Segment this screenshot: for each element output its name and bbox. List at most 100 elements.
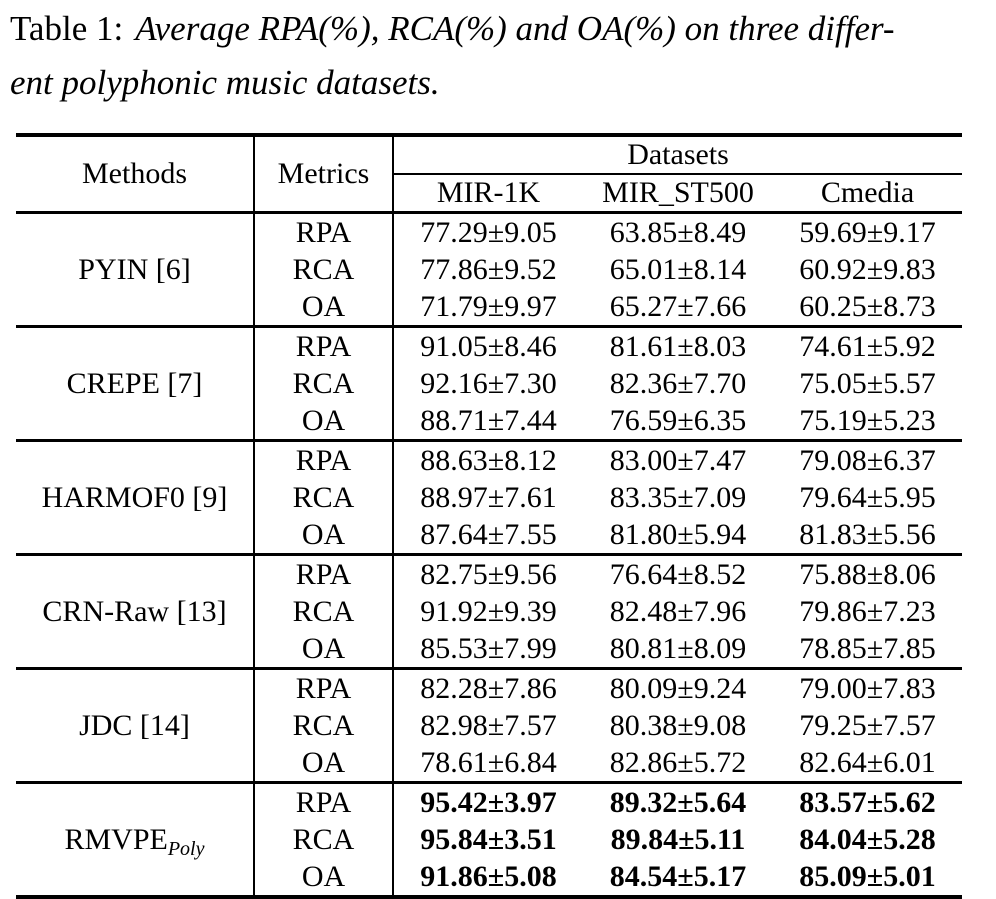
table-row: RMVPEPoly RPA 95.42±3.97 89.32±5.64 83.5… bbox=[16, 782, 962, 899]
value-cell: 81.61±8.03 bbox=[609, 329, 747, 363]
value-cell: 92.16±7.30 bbox=[420, 366, 557, 400]
value-cell: 82.36±7.70 bbox=[609, 366, 747, 400]
value-cell: 79.25±7.57 bbox=[799, 708, 936, 742]
value-cell: 80.38±9.08 bbox=[609, 708, 747, 742]
metric-label: RCA bbox=[254, 479, 394, 516]
method-crepe: CREPE [7] bbox=[16, 326, 255, 442]
metric-label: RCA bbox=[254, 251, 394, 288]
value-cell: 80.09±9.24 bbox=[609, 671, 747, 705]
value-cell: 85.09±5.01 bbox=[773, 858, 963, 899]
header-datasets: Datasets bbox=[393, 135, 963, 175]
value-cell: 78.61±6.84 bbox=[393, 744, 583, 784]
caption-label: Table 1: bbox=[10, 9, 124, 48]
value-cell: 77.86±9.52 bbox=[420, 252, 557, 286]
value-cell: 82.75±9.56 bbox=[420, 557, 557, 591]
value-cell: 88.97±7.61 bbox=[420, 480, 557, 514]
table-row: RCA 91.92±9.39 82.48±7.96 79.86±7.23 bbox=[16, 593, 962, 630]
method-pyin: PYIN [6] bbox=[16, 212, 255, 328]
metric-label: RCA bbox=[254, 707, 394, 744]
table-row: OA 85.53±7.99 80.81±8.09 78.85±7.85 bbox=[16, 630, 963, 670]
metric-label: RCA bbox=[254, 821, 394, 858]
table-caption: Table 1: Average RPA(%), RCA(%) and OA(%)… bbox=[10, 2, 992, 110]
table-row: CRN-Raw [13] RPA 82.75±9.56 76.64±8.52 7… bbox=[16, 554, 962, 670]
value-cell: 75.05±5.57 bbox=[799, 366, 936, 400]
header-dataset-mir-st500: MIR_ST500 bbox=[583, 174, 773, 214]
metric-label: OA bbox=[254, 516, 394, 556]
metric-label: RPA bbox=[254, 326, 394, 365]
value-cell: 79.86±7.23 bbox=[799, 594, 936, 628]
value-cell: 82.64±6.01 bbox=[773, 744, 963, 784]
value-cell: 82.28±7.86 bbox=[420, 671, 557, 705]
metric-label: RPA bbox=[254, 782, 394, 821]
table-row: RCA 77.86±9.52 65.01±8.14 60.92±9.83 bbox=[16, 251, 962, 288]
metric-label: OA bbox=[254, 630, 394, 670]
value-cell: 84.54±5.17 bbox=[583, 858, 773, 899]
value-cell: 76.59±6.35 bbox=[583, 402, 773, 442]
value-cell: 82.98±7.57 bbox=[420, 708, 557, 742]
table-row: OA 88.71±7.44 76.59±6.35 75.19±5.23 bbox=[16, 402, 963, 442]
value-cell: 59.69±9.17 bbox=[799, 215, 936, 249]
value-cell: 91.92±9.39 bbox=[420, 594, 557, 628]
value-cell: 89.84±5.11 bbox=[610, 822, 746, 856]
value-cell: 80.81±8.09 bbox=[583, 630, 773, 670]
value-cell: 83.57±5.62 bbox=[799, 785, 936, 819]
value-cell: 82.86±5.72 bbox=[583, 744, 773, 784]
value-cell: 83.35±7.09 bbox=[609, 480, 747, 514]
metric-label: RCA bbox=[254, 593, 394, 630]
value-cell: 83.00±7.47 bbox=[609, 443, 747, 477]
value-cell: 65.01±8.14 bbox=[609, 252, 747, 286]
value-cell: 81.80±5.94 bbox=[583, 516, 773, 556]
metric-label: OA bbox=[254, 744, 394, 784]
table-row: OA 87.64±7.55 81.80±5.94 81.83±5.56 bbox=[16, 516, 963, 556]
method-harmof0: HARMOF0 [9] bbox=[16, 440, 255, 556]
table-row: CREPE [7] RPA 91.05±8.46 81.61±8.03 74.6… bbox=[16, 326, 962, 442]
value-cell: 65.27±7.66 bbox=[583, 288, 773, 328]
value-cell: 79.08±6.37 bbox=[799, 443, 936, 477]
value-cell: 60.92±9.83 bbox=[799, 252, 936, 286]
table-row: RCA 95.84±3.51 89.84±5.11 84.04±5.28 bbox=[16, 821, 962, 858]
value-cell: 75.19±5.23 bbox=[773, 402, 963, 442]
value-cell: 79.00±7.83 bbox=[799, 671, 936, 705]
table-row: RCA 82.98±7.57 80.38±9.08 79.25±7.57 bbox=[16, 707, 962, 744]
results-table: Methods Metrics Datasets MIR-1K MIR_ST50… bbox=[16, 133, 963, 899]
table-row: PYIN [6] RPA 77.29±9.05 63.85±8.49 59.69… bbox=[16, 212, 962, 328]
table-row: OA 91.86±5.08 84.54±5.17 85.09±5.01 bbox=[16, 858, 963, 899]
value-cell: 84.04±5.28 bbox=[799, 822, 936, 856]
metric-label: RCA bbox=[254, 365, 394, 402]
value-cell: 87.64±7.55 bbox=[393, 516, 583, 556]
header-dataset-mir-1k: MIR-1K bbox=[393, 174, 583, 214]
value-cell: 88.63±8.12 bbox=[420, 443, 557, 477]
method-rmvpe: RMVPEPoly bbox=[16, 782, 255, 899]
method-crn-raw: CRN-Raw [13] bbox=[16, 554, 255, 670]
metric-label: RPA bbox=[254, 212, 394, 251]
metric-label: OA bbox=[254, 402, 394, 442]
table-row: OA 78.61±6.84 82.86±5.72 82.64±6.01 bbox=[16, 744, 963, 784]
value-cell: 95.84±3.51 bbox=[420, 822, 557, 856]
value-cell: 82.48±7.96 bbox=[609, 594, 747, 628]
header-row-datasets: MIR-1K MIR_ST500 Cmedia bbox=[16, 174, 963, 214]
value-cell: 79.64±5.95 bbox=[799, 480, 936, 514]
value-cell: 81.83±5.56 bbox=[773, 516, 963, 556]
value-cell: 63.85±8.49 bbox=[609, 215, 747, 249]
metric-label: RPA bbox=[254, 668, 394, 707]
method-rmvpe-base: RMVPE bbox=[64, 822, 168, 856]
metric-label: OA bbox=[254, 858, 394, 899]
value-cell: 75.88±8.06 bbox=[799, 557, 936, 591]
header-row-top: Methods Metrics Datasets bbox=[16, 135, 963, 214]
caption-line-2: ent polyphonic music datasets. bbox=[10, 63, 440, 102]
method-jdc: JDC [14] bbox=[16, 668, 255, 784]
table-row: OA 71.79±9.97 65.27±7.66 60.25±8.73 bbox=[16, 288, 963, 328]
value-cell: 85.53±7.99 bbox=[393, 630, 583, 670]
value-cell: 74.61±5.92 bbox=[799, 329, 936, 363]
value-cell: 78.85±7.85 bbox=[773, 630, 963, 670]
value-cell: 91.05±8.46 bbox=[420, 329, 557, 363]
metric-label: RPA bbox=[254, 554, 394, 593]
value-cell: 95.42±3.97 bbox=[420, 785, 557, 819]
value-cell: 77.29±9.05 bbox=[420, 215, 557, 249]
header-methods: Methods bbox=[16, 135, 255, 214]
table-row: JDC [14] RPA 82.28±7.86 80.09±9.24 79.00… bbox=[16, 668, 962, 784]
value-cell: 88.71±7.44 bbox=[393, 402, 583, 442]
metric-label: OA bbox=[254, 288, 394, 328]
table-row: RCA 92.16±7.30 82.36±7.70 75.05±5.57 bbox=[16, 365, 962, 402]
caption-line-1: Average RPA(%), RCA(%) and OA(%) on thre… bbox=[135, 9, 895, 48]
